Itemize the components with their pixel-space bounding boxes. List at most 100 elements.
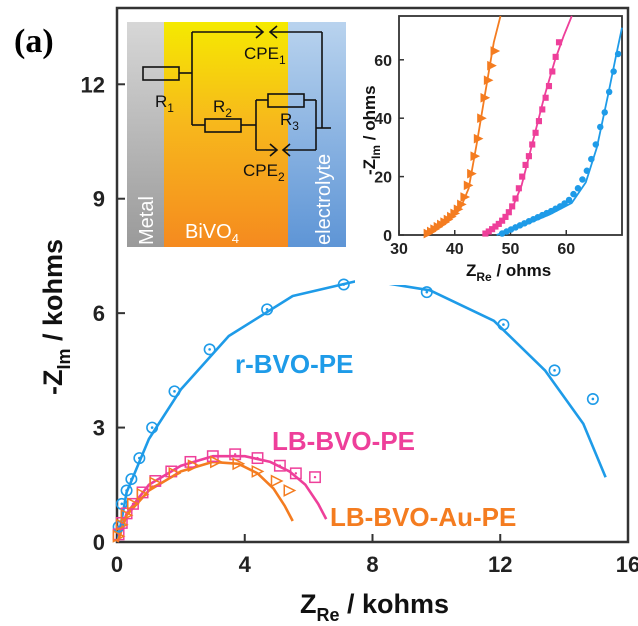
main-point-lb-bvo-pe-dot [294,472,298,475]
main-point-r-bvo-pe-dot [342,283,346,286]
inset-point-r-bvo-pe [597,123,604,131]
bivo4-band [164,22,288,247]
main-point-lb-bvo-pe-dot [233,453,237,456]
main-point-r-bvo-pe-dot [553,369,556,372]
inset-point-lb-bvo-pe [509,203,516,210]
main-point-r-bvo-pe-dot [265,308,269,311]
main-point-r-bvo-pe [497,318,510,331]
main-point-r-bvo-pe-dot [591,397,595,401]
inset-point-lb-bvo-pe [482,230,489,237]
bivo4-band-label: BiVO4 [185,221,239,246]
series-label-r-bvo-pe: r-BVO-PE [235,349,353,379]
main-point-lb-bvo-au-pe [210,455,223,469]
main-point-lb-bvo-au-pe [168,466,182,480]
cpe1-label: CPE1 [244,44,286,67]
metal-band-label: Metal [136,196,158,245]
main-point-lb-bvo-pe [251,452,264,465]
inset-point-lb-bvo-au-pe [467,168,477,179]
inset-x-tick-label: 50 [502,241,520,258]
inset-x-tick-label: 30 [390,241,408,258]
main-point-lb-bvo-pe-dot [256,456,259,460]
inset-point-lb-bvo-pe [539,106,546,113]
main-x-tick-label: 0 [111,552,123,577]
inset-point-lb-bvo-pe [502,213,509,220]
main-fit-line-r-bvo-pe [116,278,607,543]
main-point-lb-bvo-pe [273,459,286,472]
main-point-r-bvo-pe [420,286,433,299]
inset-point-lb-bvo-au-pe [473,133,484,144]
main-point-r-bvo-pe [133,452,146,465]
main-fit-line-lb-bvo-pe [116,454,328,543]
main-point-lb-bvo-au-pe [115,518,129,532]
main-y-tick-label: 6 [93,301,105,326]
inset-point-lb-bvo-pe [489,226,496,233]
main-point-lb-bvo-pe [184,455,197,468]
inset-point-r-bvo-pe [610,68,617,75]
r3-label: R3 [280,110,299,133]
inset-point-lb-bvo-pe [552,53,559,60]
main-point-lb-bvo-pe-dot [278,464,282,467]
main-point-lb-bvo-au-pe [136,487,150,501]
main-point-r-bvo-pe [337,278,350,291]
panel-label: (a) [14,23,54,60]
inset-point-r-bvo-pe [565,196,573,204]
inset-point-r-bvo-pe [605,88,613,96]
inset-point-lb-bvo-au-pe [477,113,487,124]
inset-x-tick-label: 40 [446,241,464,258]
inset-point-r-bvo-pe [601,109,608,116]
inset-point-lb-bvo-pe [525,153,532,160]
main-point-r-bvo-pe [120,484,133,497]
inset-point-lb-bvo-pe [522,161,529,168]
main-x-tick-label: 8 [366,552,378,577]
main-x-ticks: 0 4 8 12 16 [111,534,638,577]
main-data-points [112,278,599,543]
main-point-r-bvo-pe [548,364,561,377]
inset-y-ticks: 0 20 40 60 [374,53,404,245]
main-x-tick-label: 4 [239,552,252,577]
inset-point-lb-bvo-pe [532,129,539,136]
inset-point-lb-bvo-pe [519,173,526,180]
main-point-r-bvo-pe-dot [130,477,133,481]
cpe2-label: CPE2 [243,161,285,184]
main-point-r-bvo-pe [125,473,138,486]
main-point-lb-bvo-au-pe [120,508,134,522]
main-y-tick-label: 9 [93,187,105,212]
main-point-lb-bvo-au-pe [283,484,297,497]
r1-label: R1 [155,92,174,115]
main-x-tick-label: 12 [488,552,512,577]
inset-y-tick-label: 0 [383,228,392,245]
main-point-lb-bvo-au-pe [187,459,201,473]
inset-point-lb-bvo-pe [505,209,512,216]
inset-point-lb-bvo-pe [555,39,563,46]
inset-point-lb-bvo-pe [492,223,499,230]
main-point-lb-bvo-pe-dot [131,502,135,506]
inset-point-r-bvo-pe [592,141,600,148]
main-point-lb-bvo-au-pe [270,474,284,488]
inset-point-lb-bvo-au-pe [460,192,471,202]
r2-label: R2 [213,97,232,120]
main-point-lb-bvo-au-pe [112,529,126,543]
inset-y-tick-label: 40 [374,111,392,128]
inset-point-r-bvo-pe [583,167,591,174]
main-y-tick-label: 0 [93,530,105,555]
inset-point-r-bvo-pe [614,50,622,58]
main-x-axis-label: ZRe / kohms [300,589,449,625]
main-point-lb-bvo-pe [289,467,302,480]
inset-point-lb-bvo-pe [549,68,556,75]
equivalent-circuit-schematic: Metal BiVO4 electrolyte R1 [127,22,346,247]
main-point-lb-bvo-au-pe [149,476,163,490]
inset-point-lb-bvo-au-pe [480,92,491,103]
main-point-r-bvo-pe-dot [173,390,176,393]
main-y-axis-label: -ZIm / kohms [38,239,74,395]
inset-x-axis-label: ZRe / ohms [466,261,551,284]
inset-point-lb-bvo-pe [499,217,506,224]
inset-point-lb-bvo-au-pe [470,151,481,161]
main-point-r-bvo-pe [261,303,274,316]
main-point-lb-bvo-au-pe [127,497,140,511]
inset-point-lb-bvo-au-pe [483,75,494,86]
inset-point-lb-bvo-pe [535,118,542,125]
main-point-r-bvo-pe-dot [425,290,429,294]
inset-point-lb-bvo-au-pe [463,180,474,191]
inset-point-lb-bvo-au-pe [490,46,501,56]
